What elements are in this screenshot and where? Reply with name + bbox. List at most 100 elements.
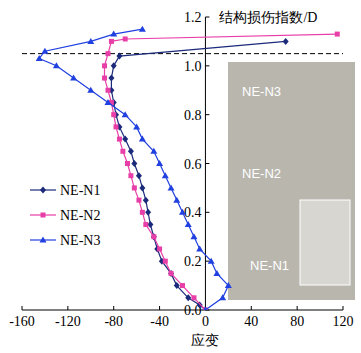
data-point <box>197 302 203 309</box>
data-point <box>36 55 43 61</box>
data-point <box>117 137 122 142</box>
y-tick <box>205 261 209 262</box>
x-tick <box>251 306 252 310</box>
data-point <box>109 39 114 44</box>
data-point <box>150 148 157 154</box>
x-tick <box>297 306 298 310</box>
data-point <box>190 233 197 239</box>
y-tick <box>205 163 209 164</box>
series-line <box>39 29 228 310</box>
chart: NE-N3NE-N2NE-N1-160-120-80-40040801200.0… <box>0 0 361 353</box>
data-point <box>283 38 289 45</box>
data-point <box>143 222 148 227</box>
data-point <box>163 259 168 264</box>
data-point <box>145 209 151 216</box>
data-point <box>128 173 133 178</box>
data-point <box>139 26 146 32</box>
y-tick-label: 0.6 <box>184 157 202 172</box>
data-point <box>180 283 185 288</box>
data-point <box>125 161 130 166</box>
data-point <box>102 76 107 81</box>
data-point <box>168 184 175 190</box>
data-point <box>120 149 125 154</box>
data-point <box>169 271 174 276</box>
data-point <box>151 233 157 240</box>
data-point <box>111 112 116 117</box>
x-tick <box>159 306 160 310</box>
data-point <box>173 197 180 203</box>
data-point <box>219 294 226 300</box>
y-tick <box>205 114 209 115</box>
data-point <box>157 246 162 251</box>
x-tick-label: 40 <box>244 314 258 329</box>
data-point <box>102 63 107 68</box>
y-tick-label: 1.0 <box>184 59 202 74</box>
data-point <box>196 245 203 251</box>
reference-line <box>22 53 343 54</box>
data-point <box>174 282 180 289</box>
data-point <box>136 198 141 203</box>
x-tick-label: 120 <box>333 314 354 329</box>
data-point <box>335 32 340 37</box>
data-point <box>108 75 114 82</box>
data-point <box>87 38 94 44</box>
x-tick-label: -40 <box>150 314 169 329</box>
series-line <box>111 41 285 310</box>
x-tick <box>22 306 23 310</box>
data-point <box>162 172 169 178</box>
y-tick-label: 1.2 <box>184 10 202 25</box>
x-tick-label: 80 <box>290 314 304 329</box>
data-point <box>53 62 60 68</box>
data-point <box>114 124 119 129</box>
data-point <box>122 111 129 117</box>
data-point <box>41 48 48 54</box>
data-point <box>208 258 215 264</box>
data-point <box>105 51 110 56</box>
plot-area <box>22 26 343 310</box>
data-point <box>116 53 122 60</box>
data-point <box>225 282 232 288</box>
annotation: NE-N3 <box>242 84 281 99</box>
data-point <box>140 210 145 215</box>
data-point <box>87 87 94 93</box>
data-point <box>185 294 191 301</box>
data-point <box>110 31 117 37</box>
x-tick-label: -80 <box>104 314 123 329</box>
data-point <box>131 160 137 167</box>
data-point <box>191 295 196 300</box>
data-point <box>133 123 140 129</box>
x-tick <box>67 306 68 310</box>
data-point <box>136 172 142 179</box>
legend-marker <box>40 237 47 243</box>
x-axis-label: 应变 <box>191 333 219 348</box>
legend-marker <box>40 187 46 194</box>
y-tick <box>205 17 209 18</box>
data-point <box>123 36 128 41</box>
data-point <box>202 307 209 311</box>
data-point <box>139 136 146 142</box>
x-tick <box>343 306 344 310</box>
legend-label: NE-N1 <box>60 183 100 198</box>
data-point <box>111 62 117 69</box>
data-point <box>156 160 163 166</box>
legend-label: NE-N2 <box>60 208 100 223</box>
y-tick-label: 0.4 <box>184 205 202 220</box>
data-point <box>168 270 174 277</box>
data-point <box>105 88 110 93</box>
data-point <box>70 75 77 81</box>
x-tick-label: -160 <box>9 314 35 329</box>
annotation: NE-N2 <box>242 166 281 181</box>
y-tick <box>205 65 209 66</box>
data-point <box>128 148 134 155</box>
photo-detail <box>300 200 350 285</box>
data-point <box>185 221 192 227</box>
x-tick-label: 0 <box>202 314 209 329</box>
data-point <box>143 197 149 204</box>
y-tick <box>205 212 209 213</box>
data-point <box>122 136 128 143</box>
legend-marker <box>41 213 46 218</box>
data-point <box>151 234 156 239</box>
y-tick-label: 0.2 <box>184 254 202 269</box>
data-point <box>132 185 137 190</box>
x-tick <box>113 306 114 310</box>
